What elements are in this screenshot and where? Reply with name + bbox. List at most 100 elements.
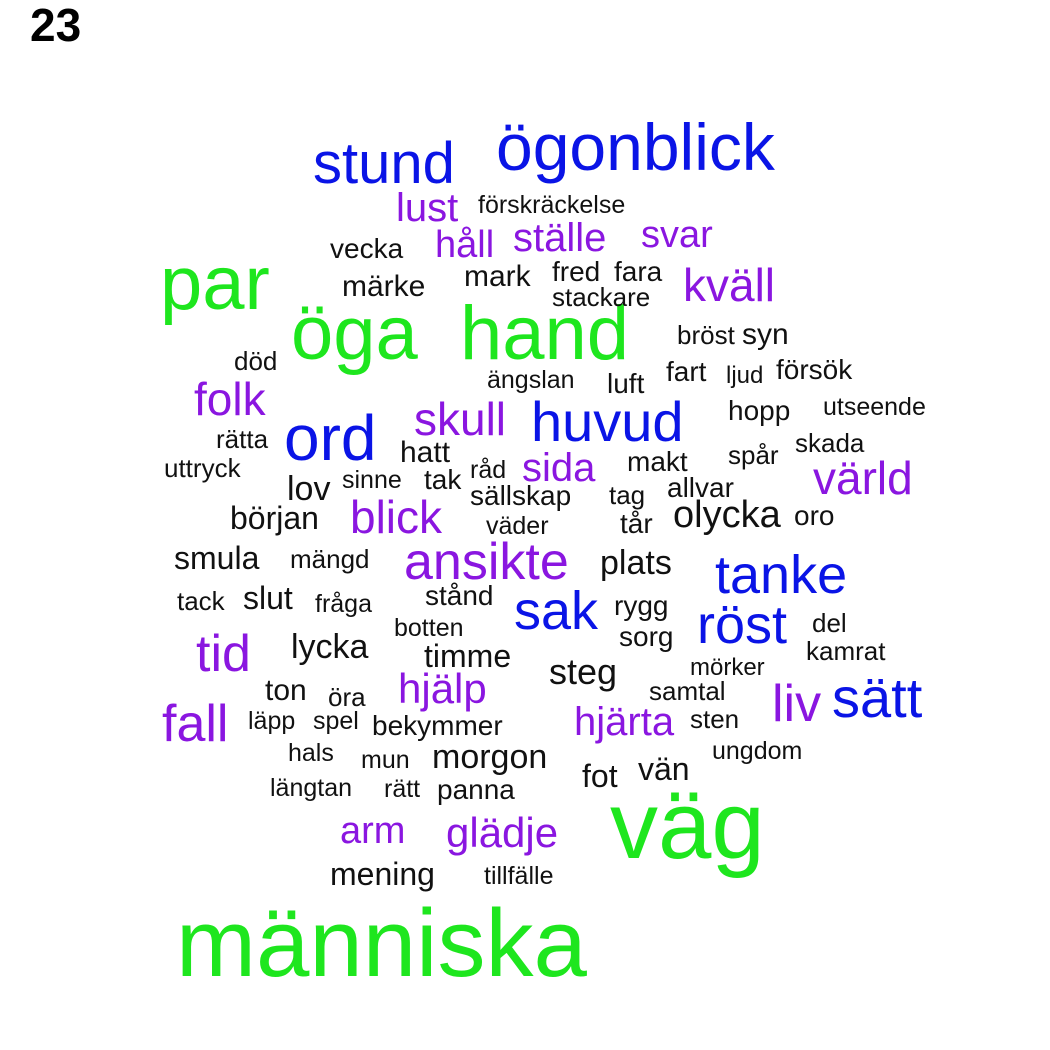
word-uttryck: uttryck: [164, 453, 241, 483]
word-tanke: tanke: [715, 545, 848, 605]
word-fråga: fråga: [315, 590, 372, 618]
word-fall: fall: [162, 695, 229, 753]
word-stackare: stackare: [552, 282, 651, 312]
word-huvud: huvud: [531, 390, 684, 453]
word-förskräckelse: förskräckelse: [478, 191, 626, 219]
word-ögonblick: ögonblick: [496, 110, 775, 184]
word-sorg: sorg: [619, 621, 674, 652]
word-mark: mark: [464, 260, 531, 293]
word-sak: sak: [514, 581, 599, 641]
word-märke: märke: [342, 270, 426, 303]
word-bröst: bröst: [677, 320, 735, 350]
word-stund: stund: [313, 131, 455, 196]
word-oro: oro: [794, 500, 835, 531]
word-liv: liv: [772, 675, 822, 733]
word-tag: tag: [609, 480, 646, 510]
word-olycka: olycka: [673, 494, 781, 536]
word-morgon: morgon: [432, 738, 548, 776]
word-fred: fred: [552, 256, 601, 287]
word-mängd: mängd: [290, 544, 370, 574]
word-råd: råd: [470, 456, 507, 484]
word-sten: sten: [690, 704, 740, 734]
word-luft: luft: [607, 368, 645, 399]
word-hatt: hatt: [400, 436, 451, 469]
word-makt: makt: [627, 446, 688, 477]
word-utseende: utseende: [823, 393, 926, 421]
word-par: par: [160, 241, 270, 326]
word-bekymmer: bekymmer: [372, 710, 503, 741]
word-läpp: läpp: [248, 707, 296, 735]
word-väder: väder: [486, 512, 549, 540]
word-värld: värld: [813, 452, 913, 504]
word-väg: väg: [610, 772, 765, 879]
word-öra: öra: [328, 682, 366, 712]
word-slut: slut: [243, 580, 293, 616]
word-del: del: [812, 608, 847, 638]
word-ställe: ställe: [513, 216, 607, 260]
word-kamrat: kamrat: [806, 636, 886, 666]
word-tid: tid: [196, 625, 251, 683]
word-kväll: kväll: [683, 259, 776, 311]
word-död: död: [234, 346, 278, 376]
word-svar: svar: [641, 214, 713, 256]
word-rätta: rätta: [216, 424, 269, 454]
word-fart: fart: [666, 356, 707, 387]
word-lycka: lycka: [291, 628, 369, 666]
word-mörker: mörker: [690, 654, 765, 681]
word-ängslan: ängslan: [487, 366, 575, 394]
word-håll: håll: [435, 224, 495, 266]
word-arm: arm: [340, 810, 406, 852]
word-hjärta: hjärta: [574, 700, 675, 744]
word-fot: fot: [582, 758, 618, 794]
word-ljud: ljud: [726, 362, 764, 389]
word-panna: panna: [437, 774, 515, 805]
word-öga: öga: [291, 291, 418, 376]
word-hopp: hopp: [728, 395, 791, 426]
word-skull: skull: [414, 393, 507, 445]
word-ton: ton: [265, 674, 307, 707]
word-hand: hand: [460, 291, 630, 376]
word-sinne: sinne: [342, 466, 402, 494]
word-glädje: glädje: [446, 809, 559, 856]
word-steg: steg: [549, 651, 618, 692]
word-timme: timme: [424, 638, 512, 674]
word-ungdom: ungdom: [712, 737, 803, 765]
word-botten: botten: [394, 614, 464, 642]
word-hjälp: hjälp: [398, 665, 487, 712]
word-vecka: vecka: [330, 233, 404, 264]
word-syn: syn: [742, 318, 789, 351]
word-skada: skada: [795, 428, 865, 458]
word-mening: mening: [330, 856, 435, 892]
word-lov: lov: [287, 470, 331, 508]
word-blick: blick: [350, 491, 443, 543]
word-längtan: längtan: [270, 774, 353, 802]
word-spår: spår: [728, 440, 779, 470]
word-tak: tak: [424, 464, 462, 495]
word-smula: smula: [174, 540, 260, 576]
word-människa: människa: [176, 890, 587, 997]
word-vän: vän: [638, 751, 690, 787]
word-försök: försök: [776, 354, 853, 385]
word-ansikte: ansikte: [404, 533, 569, 591]
word-rygg: rygg: [614, 590, 669, 621]
word-sällskap: sällskap: [470, 480, 572, 511]
word-rätt: rätt: [384, 775, 421, 803]
word-plats: plats: [600, 544, 672, 582]
word-stånd: stånd: [425, 580, 494, 611]
word-samtal: samtal: [649, 676, 726, 706]
word-sida: sida: [522, 446, 596, 490]
word-hals: hals: [288, 739, 334, 767]
word-början: början: [230, 500, 319, 536]
word-allvar: allvar: [667, 472, 734, 503]
word-sätt: sätt: [832, 666, 923, 729]
word-tår: tår: [620, 508, 653, 539]
word-lust: lust: [396, 186, 459, 230]
word-ord: ord: [284, 402, 377, 474]
word-mun: mun: [361, 746, 410, 774]
word-spel: spel: [313, 707, 359, 735]
word-fara: fara: [614, 256, 663, 287]
page-number-label: 23: [30, 0, 82, 51]
word-tillfälle: tillfälle: [484, 862, 554, 890]
word-folk: folk: [194, 373, 266, 425]
